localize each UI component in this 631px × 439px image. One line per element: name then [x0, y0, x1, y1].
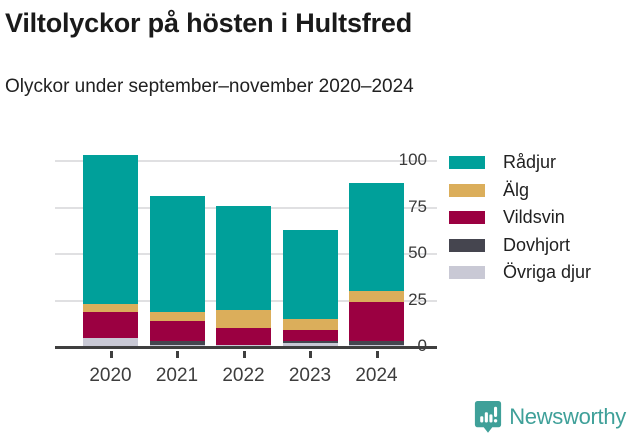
legend-label: Älg [503, 179, 530, 200]
legend-swatch-r-djur [449, 156, 485, 170]
y-axis-tick-label: 100 [398, 150, 427, 169]
bar-segment-dovhjort [349, 341, 404, 346]
legend-swatch-vildsvin [449, 211, 485, 225]
bar-2022: 2022 [216, 140, 271, 386]
bar-segment-vildsvin [282, 330, 338, 342]
x-axis-label: 2021 [155, 365, 199, 386]
bar-segment--lg [83, 304, 138, 312]
gridline-100 [55, 160, 437, 162]
y-axis-tick-label: 75 [408, 196, 427, 216]
bar-2020: 2020 [83, 140, 138, 386]
newsworthy-icon [475, 401, 502, 433]
bar-segment-r-djur [349, 183, 404, 292]
legend-label: Rådjur [503, 152, 557, 173]
legend-swatch-dovhjort [449, 238, 485, 252]
bar-stack [282, 229, 338, 347]
bar-segment-vildsvin [216, 328, 271, 346]
bar-2021: 2021 [149, 140, 205, 386]
x-axis-label: 2023 [288, 365, 332, 386]
legend-item--lg: Älg [449, 177, 591, 205]
bar-segment-r-djur [83, 155, 138, 305]
legend-label: Vildsvin [503, 207, 565, 228]
brand-name: Newsworthy [509, 404, 626, 429]
bar-stack [216, 205, 271, 347]
bar-stack [149, 196, 205, 347]
x-axis-line [55, 346, 437, 349]
bar-segment-vildsvin [149, 320, 205, 342]
bar-segment-r-djur [216, 205, 271, 310]
legend-swatch--vriga-djur [449, 266, 485, 280]
bar-2024: 2024 [349, 140, 404, 386]
legend-item-dovhjort: Dovhjort [449, 232, 591, 260]
chart-title: Viltolyckor på hösten i Hultsfred [5, 8, 412, 38]
brand-logo: Newsworthy [474, 400, 626, 434]
bar-segment-vildsvin [83, 311, 138, 338]
chart-subtitle: Olyckor under september–november 2020–20… [5, 76, 414, 97]
legend-label: Övriga djur [503, 262, 592, 283]
bar-segment-dovhjort [149, 341, 205, 346]
bar-segment--vriga-djur [282, 343, 338, 347]
y-axis-tick-label: 25 [408, 289, 427, 309]
legend-swatch--lg [449, 183, 485, 197]
x-axis-label: 2020 [89, 365, 132, 386]
x-axis-tick [309, 351, 312, 358]
legend-item--vriga-djur: Övriga djur [449, 259, 591, 287]
bar-segment--lg [149, 311, 205, 321]
legend-label: Dovhjort [503, 234, 571, 255]
bar-stack [83, 155, 138, 347]
chart-area: 0 25 50 75 100 2020 2021 2022 2023 2024 [0, 140, 440, 390]
y-axis-tick-label: 0 [383, 336, 427, 356]
bar-segment--lg [216, 309, 271, 329]
legend-item-r-djur: Rådjur [449, 149, 591, 177]
bar-segment-r-djur [149, 196, 205, 312]
x-axis-label: 2022 [222, 365, 265, 386]
legend-item-vildsvin: Vildsvin [449, 204, 591, 232]
plot-area: 0 25 50 75 100 2020 2021 2022 2023 2024 [55, 140, 437, 386]
x-axis-tick [109, 351, 113, 358]
bar-segment-dovhjort [282, 341, 338, 344]
y-axis-tick-label: 50 [408, 243, 427, 262]
x-axis-tick [176, 351, 179, 358]
bar-stack [349, 183, 404, 347]
x-axis-tick [375, 351, 379, 358]
x-axis-label: 2024 [355, 365, 398, 386]
bar-segment-vildsvin [349, 302, 404, 342]
bar-segment--lg [349, 291, 404, 303]
bar-segment-r-djur [282, 229, 338, 320]
bar-segment--lg [282, 319, 338, 331]
x-axis-tick [242, 351, 246, 358]
legend: Rådjur Älg Vildsvin Dovhjort Övriga djur [449, 149, 591, 287]
bar-2023: 2023 [282, 140, 338, 386]
bars: 2020 2021 2022 2023 2024 [55, 140, 437, 386]
bar-segment--vriga-djur [83, 337, 138, 347]
